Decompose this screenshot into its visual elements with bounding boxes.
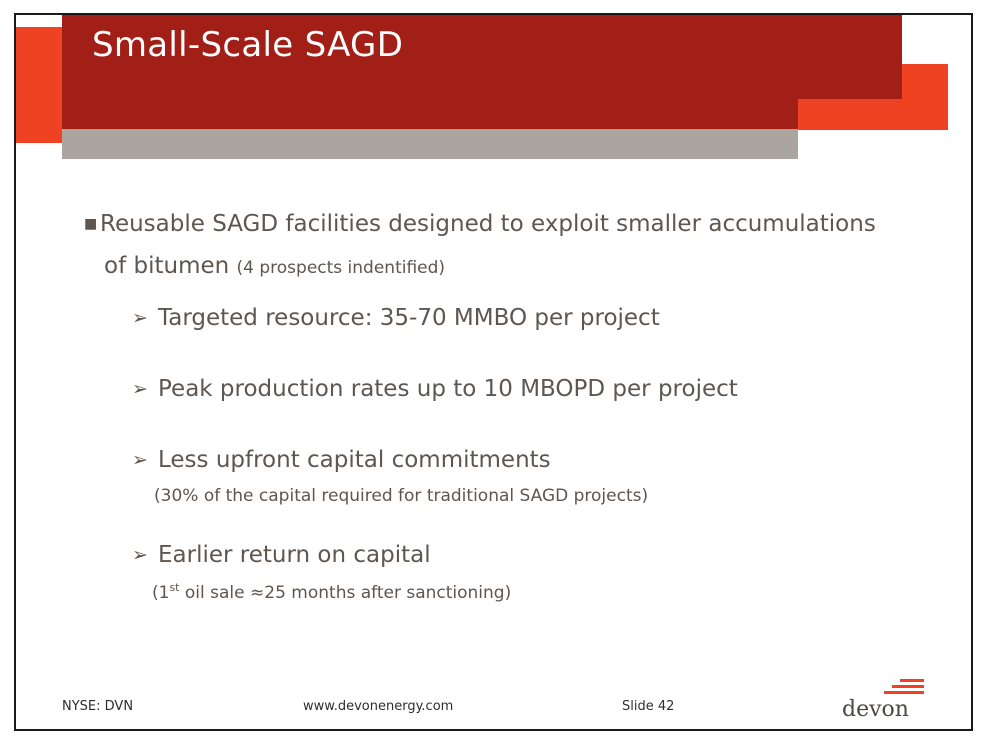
- logo-stripe-icon: [884, 691, 924, 694]
- subpoint-1: ➢ Targeted resource: 35-70 MMBO per proje…: [132, 305, 660, 331]
- subpoint-4: ➢ Earlier return on capital: [132, 542, 431, 568]
- main-bullet-line1: Reusable SAGD facilities designed to exp…: [100, 211, 876, 237]
- header-band-red: [62, 15, 902, 99]
- footer-slide-number: Slide 42: [622, 699, 675, 714]
- arrow-bullet-icon: ➢: [132, 449, 148, 471]
- subpoint-2: ➢ Peak production rates up to 10 MBOPD pe…: [132, 376, 738, 402]
- arrow-bullet-icon: ➢: [132, 307, 148, 329]
- devon-logo: devon: [842, 679, 928, 725]
- subpoint-2-text: Peak production rates up to 10 MBOPD per…: [158, 376, 738, 402]
- main-bullet-note: (4 prospects indentified): [236, 258, 446, 278]
- slide: Small-Scale SAGD ■ Reusable SAGD faciliti…: [14, 13, 973, 731]
- subpoint-4-note-pre: (1: [152, 583, 170, 603]
- arrow-bullet-icon: ➢: [132, 378, 148, 400]
- footer-website: www.devonenergy.com: [303, 699, 454, 714]
- subpoint-3-note: (30% of the capital required for traditi…: [154, 486, 649, 506]
- square-bullet-icon: ■: [84, 216, 98, 232]
- subpoint-3: ➢ Less upfront capital commitments: [132, 447, 551, 473]
- subpoint-4-note-sup: st: [169, 581, 180, 594]
- subpoint-4-note-post: oil sale ≈25 months after sanctioning): [179, 583, 512, 603]
- header-band-red-lower: [62, 99, 798, 129]
- subpoint-3-text: Less upfront capital commitments: [158, 447, 551, 473]
- main-bullet: ■ Reusable SAGD facilities designed to ex…: [84, 203, 924, 289]
- logo-stripe-icon: [900, 679, 924, 682]
- logo-stripe-icon: [892, 685, 924, 688]
- subpoint-1-text: Targeted resource: 35-70 MMBO per projec…: [158, 305, 660, 331]
- subpoint-4-text: Earlier return on capital: [158, 542, 431, 568]
- footer-ticker: NYSE: DVN: [62, 699, 134, 714]
- main-bullet-line2: of bitumen: [104, 253, 230, 279]
- logo-wordmark: devon: [842, 697, 909, 722]
- subpoint-4-note: (1st oil sale ≈25 months after sanctioni…: [152, 581, 511, 603]
- slide-title: Small-Scale SAGD: [92, 25, 404, 65]
- arrow-bullet-icon: ➢: [132, 544, 148, 566]
